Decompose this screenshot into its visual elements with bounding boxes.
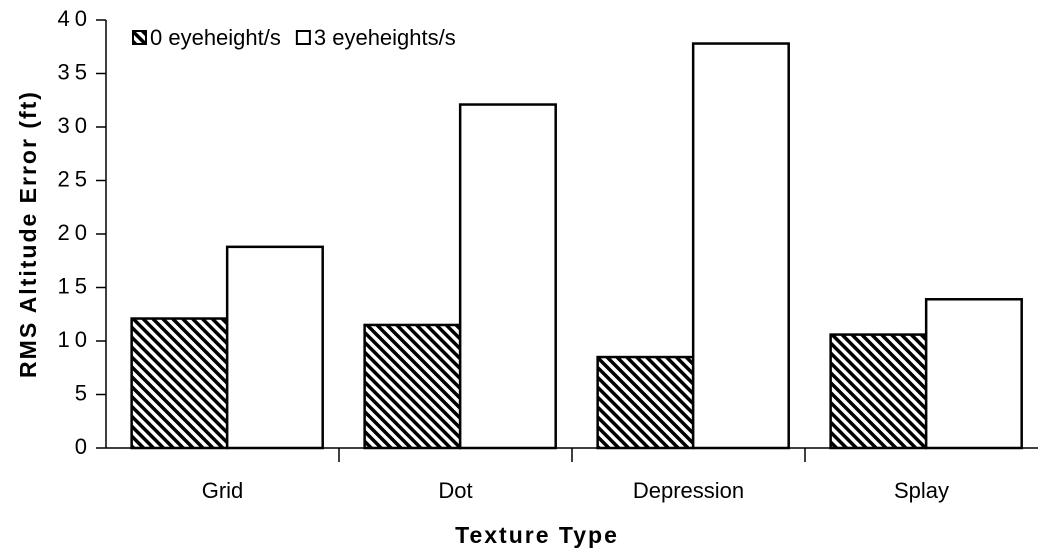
x-tick-label: Depression (633, 478, 744, 503)
y-tick-label: 25 (58, 166, 92, 191)
legend-label: 3 eyeheights/s (314, 25, 456, 50)
legend-swatch (295, 30, 311, 45)
y-tick-label: 20 (58, 220, 92, 245)
y-tick-label: 10 (58, 327, 92, 352)
bar (924, 298, 1023, 450)
y-tick-label: 30 (58, 113, 92, 138)
bar (130, 317, 229, 450)
x-tick-label: Dot (438, 478, 472, 503)
bar (691, 42, 790, 450)
y-tick-label: 40 (58, 6, 92, 31)
legend-swatch (132, 30, 147, 45)
y-axis-title: RMS Altitude Error (ft) (15, 90, 41, 378)
bar (458, 103, 557, 450)
legend-label: 0 eyeheight/s (150, 25, 281, 50)
x-tick-label: Grid (202, 478, 244, 503)
bar (596, 355, 695, 450)
x-tick-label: Splay (894, 478, 949, 503)
y-tick-label: 0 (75, 434, 92, 459)
y-tick-label: 35 (58, 59, 92, 84)
y-tick-label: 15 (58, 273, 92, 298)
y-tick-label: 5 (75, 380, 92, 405)
bar (829, 333, 928, 450)
bar (363, 323, 462, 450)
x-axis-title: Texture Type (455, 522, 619, 548)
bar (225, 245, 324, 450)
